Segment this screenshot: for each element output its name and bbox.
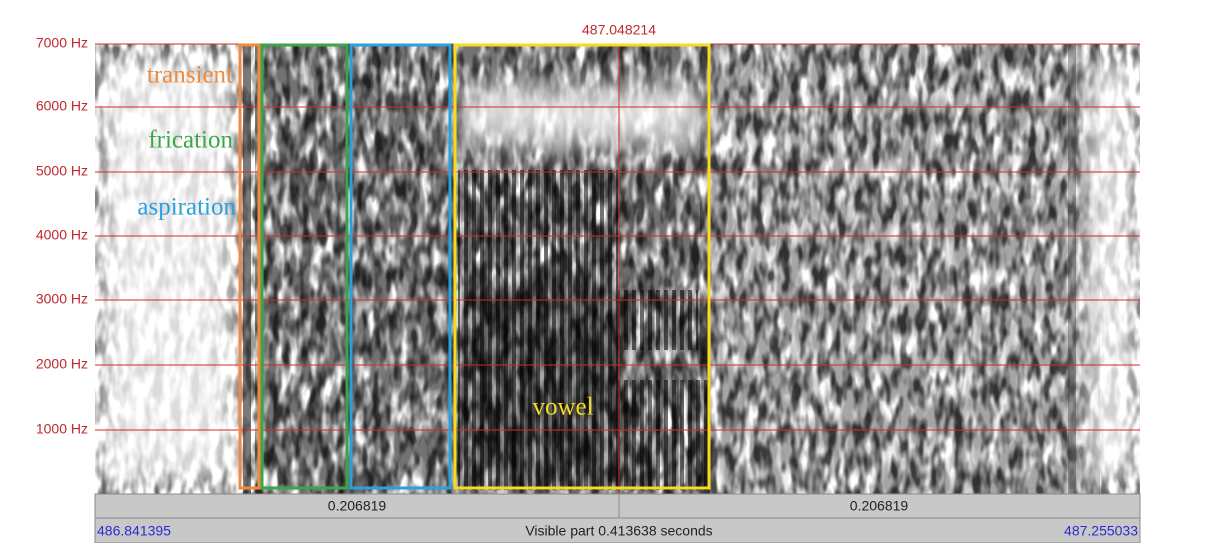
vowel-label: vowel [532,394,593,421]
end-time: 487.255033 [1064,523,1138,539]
segment-boxes [238,43,711,490]
frequency-label: 7000 Hz [36,35,88,51]
visible-part: Visible part 0.413638 seconds [525,523,712,539]
frication-label: frication [148,127,233,154]
transient-box [238,43,261,490]
frequency-label: 3000 Hz [36,291,88,307]
frequency-label: 1000 Hz [36,421,88,437]
frequency-label: 4000 Hz [36,227,88,243]
frequency-label: 5000 Hz [36,163,88,179]
duration-left: 0.206819 [328,498,387,514]
vowel-box [453,43,711,490]
visible-bar [94,517,1141,544]
duration-right: 0.206819 [850,498,909,514]
frequency-label: 2000 Hz [36,356,88,372]
cursor-time: 487.048214 [582,22,656,38]
start-time: 486.841395 [97,523,171,539]
frequency-label: 6000 Hz [36,98,88,114]
duration-bar [94,493,1141,519]
aspiration-label: aspiration [137,194,236,221]
spectrogram [95,44,1140,494]
aspiration-box [349,43,452,490]
transient-label: transient [147,62,233,89]
frication-box [260,43,349,490]
